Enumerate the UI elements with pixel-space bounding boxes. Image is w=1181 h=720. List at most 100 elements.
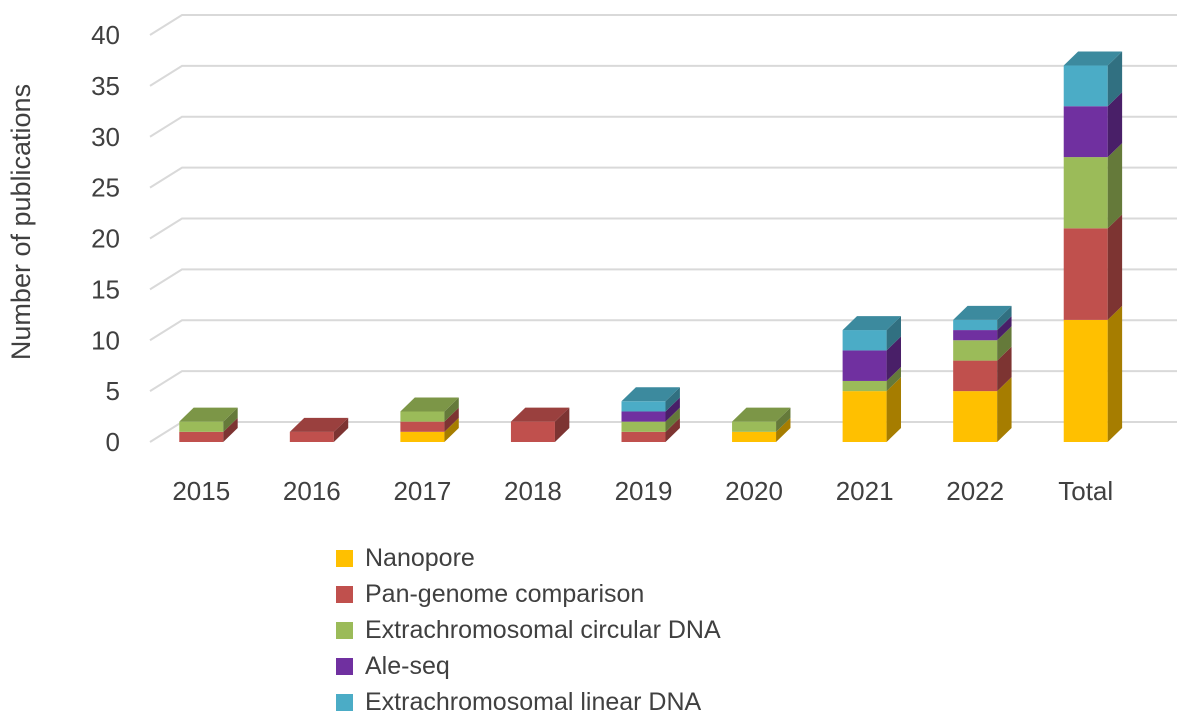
bar-top — [621, 387, 680, 402]
y-tick-label: 30 — [91, 122, 120, 152]
bar-segment-side — [444, 407, 459, 432]
bar-segment — [732, 421, 777, 432]
bar-segment — [732, 431, 777, 442]
bar-top — [179, 407, 238, 422]
legend-item-nanopore: Nanopore — [336, 540, 721, 576]
bar-segment — [1063, 157, 1108, 229]
bar-segment-side — [1107, 143, 1123, 229]
legend-swatch — [336, 657, 353, 675]
bar-stack — [510, 407, 570, 442]
bar-segment-side — [886, 316, 902, 351]
bar-segment-side — [886, 377, 902, 442]
bar-segment — [953, 319, 998, 331]
bar-segment-side — [776, 417, 791, 442]
legend-item-extrachromosomal-linear-dna: Extrachromosomal linear DNA — [336, 684, 721, 720]
bar-top — [842, 316, 902, 331]
y-axis-label: Number of publications — [6, 84, 36, 360]
bar-segment — [179, 431, 224, 442]
bar-stack — [953, 305, 1012, 442]
gridline — [149, 217, 1177, 240]
bar-stack — [1063, 51, 1123, 442]
bar-segment-side — [444, 397, 459, 422]
x-tick-label: 2017 — [393, 476, 451, 506]
bar-segment — [1063, 228, 1108, 320]
x-tick-label: Total — [1058, 476, 1113, 506]
bar-segment — [510, 421, 555, 442]
bar-segment-side — [333, 417, 349, 442]
bar-segment-side — [886, 336, 902, 381]
y-tick-label: 20 — [91, 224, 120, 254]
gridline — [149, 14, 1177, 36]
bar-segment-side — [997, 346, 1012, 392]
legend-label: Ale-seq — [365, 651, 450, 680]
bar-segment-side — [665, 397, 680, 422]
gridline — [149, 319, 1177, 342]
y-tick-label: 15 — [91, 274, 120, 304]
bar-segment-side — [776, 407, 791, 432]
bar-segment — [953, 360, 998, 392]
bar-segment-side — [886, 366, 902, 392]
x-axis-ticks: 2015 2016 2017 2018 2019 2020 2021 2022 Total — [172, 476, 1113, 506]
bar-segment-side — [1107, 51, 1123, 107]
bar-stack — [732, 407, 791, 442]
bar-segment — [621, 431, 666, 442]
bar-segment — [953, 340, 998, 361]
bar-segment-side — [665, 417, 680, 442]
bar-segment — [1063, 65, 1108, 107]
bar-segment — [621, 411, 666, 422]
bar-stack — [842, 316, 902, 442]
gridline — [149, 166, 1177, 189]
legend-item-extrachromosomal-circular-dna: Extrachromosomal circular DNA — [336, 612, 721, 648]
bar-segment — [400, 431, 445, 442]
x-tick-label: 2020 — [725, 476, 783, 506]
stacked-bar-chart: 0 5 10 15 20 25 30 35 40 2015 2016 2017 2018 2019 202… — [6, 14, 1177, 506]
legend-item-ale-seq: Ale-seq — [336, 648, 721, 684]
bar-segment — [621, 401, 666, 412]
legend-item-pan-genome-comparison: Pan-genome comparison — [336, 576, 721, 612]
bars — [179, 51, 1123, 442]
bar-segment-side — [997, 305, 1012, 331]
bar-segment-side — [444, 417, 459, 442]
bar-segment — [842, 391, 887, 442]
bar-segment — [842, 350, 887, 381]
bar-segment — [179, 421, 224, 432]
gridlines — [149, 14, 1177, 443]
y-tick-label: 0 — [106, 427, 120, 457]
bar-segment-side — [665, 387, 680, 412]
legend-swatch — [336, 693, 353, 711]
bar-segment-side — [1107, 92, 1123, 158]
bar-top — [510, 407, 570, 422]
bar-top — [289, 417, 349, 432]
legend-swatch — [336, 585, 353, 603]
bar-segment — [400, 411, 445, 422]
bar-segment — [289, 431, 334, 442]
bar-segment-side — [223, 407, 238, 432]
x-tick-label: 2021 — [836, 476, 894, 506]
bar-segment — [953, 391, 998, 442]
bar-stack — [289, 417, 349, 442]
gridline — [149, 64, 1177, 87]
legend: Nanopore Pan-genome comparison Extrachro… — [336, 540, 721, 720]
bar-segment-side — [554, 407, 570, 442]
bar-segment — [1063, 319, 1108, 442]
legend-label: Extrachromosomal linear DNA — [365, 687, 702, 716]
x-tick-label: 2016 — [283, 476, 341, 506]
bar-segment-side — [1107, 214, 1123, 320]
bar-top — [1063, 51, 1123, 66]
legend-label: Extrachromosomal circular DNA — [365, 615, 721, 644]
x-tick-label: 2019 — [615, 476, 673, 506]
gridline — [149, 115, 1177, 138]
bar-segment-side — [997, 377, 1012, 442]
legend-label: Pan-genome comparison — [365, 579, 645, 608]
bar-segment-side — [665, 407, 680, 432]
bar-segment-side — [997, 316, 1012, 341]
bar-segment-side — [1107, 305, 1123, 442]
bar-segment — [621, 421, 666, 432]
bar-segment — [953, 330, 998, 341]
legend-label: Nanopore — [365, 543, 475, 572]
gridline — [149, 268, 1177, 291]
bar-top — [953, 305, 1012, 320]
legend-swatch — [336, 549, 353, 567]
bar-segment-side — [997, 326, 1012, 361]
bar-segment — [842, 330, 887, 351]
